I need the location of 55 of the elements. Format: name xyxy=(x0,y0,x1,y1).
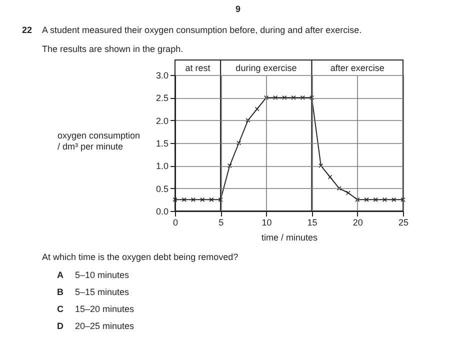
point xyxy=(182,197,186,202)
point xyxy=(328,174,332,180)
point xyxy=(291,95,296,100)
point xyxy=(209,197,214,202)
point xyxy=(382,197,388,202)
point xyxy=(364,197,369,202)
text: 22 xyxy=(22,25,32,36)
point xyxy=(373,197,378,202)
band-label: at rest xyxy=(185,63,211,73)
point xyxy=(346,190,351,196)
y-tick-label: 0.0 xyxy=(156,206,168,216)
point xyxy=(227,163,232,168)
point xyxy=(392,197,396,202)
text: D xyxy=(57,321,64,332)
text: B xyxy=(57,287,64,298)
y-tick-label: 1.5 xyxy=(156,138,168,148)
text: 20–25 minutes xyxy=(75,321,134,332)
point xyxy=(246,118,250,123)
text: 5–15 minutes xyxy=(75,287,130,298)
point xyxy=(310,95,314,100)
text: 9 xyxy=(235,4,241,15)
x-tick-label: 20 xyxy=(352,218,363,228)
x-tick-label: 5 xyxy=(218,218,224,228)
x-tick-label: 15 xyxy=(307,218,318,228)
text: At which time is the oxygen debt being removed? xyxy=(42,252,238,263)
y-tick-label: 3.0 xyxy=(156,70,168,80)
y-tick-label: 0.5 xyxy=(156,184,168,194)
y-tick-label: 2.5 xyxy=(156,93,168,104)
text: A xyxy=(57,270,64,281)
point xyxy=(264,95,268,100)
point xyxy=(218,197,223,202)
x-tick-label: 25 xyxy=(398,218,409,228)
point xyxy=(336,186,342,191)
text: 15–20 minutes xyxy=(75,304,134,315)
y-tick-label: 1.0 xyxy=(156,161,168,172)
point xyxy=(190,197,196,202)
point xyxy=(282,95,287,100)
point xyxy=(236,140,242,146)
text: 5–10 minutes xyxy=(75,270,130,281)
point xyxy=(318,163,324,168)
x-axis-title: time / minutes xyxy=(261,232,318,242)
x-tick-label: 10 xyxy=(262,218,272,228)
text: C xyxy=(57,304,64,315)
point xyxy=(273,95,278,100)
chart-title: A student measured their oxygen consumption before, during and after exercise. xyxy=(42,25,362,36)
y-axis-title: oxygen consumption / dm³ per minute xyxy=(58,130,140,152)
point xyxy=(254,106,260,112)
text: The results are shown in the graph. xyxy=(42,44,184,55)
x-tick-label: 0 xyxy=(172,218,178,228)
point xyxy=(200,197,205,202)
band-label: after exercise xyxy=(330,63,384,73)
y-tick-label: 2.0 xyxy=(156,116,168,126)
band-label: during exercise xyxy=(236,63,297,73)
point xyxy=(355,197,360,202)
point xyxy=(300,95,305,100)
